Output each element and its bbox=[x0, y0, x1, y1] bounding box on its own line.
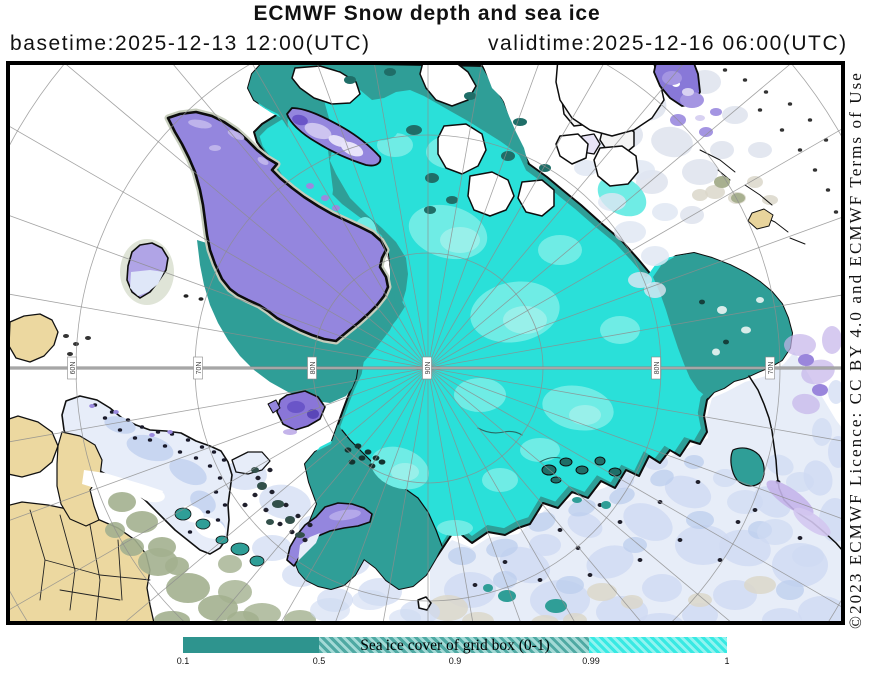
svg-text:70N: 70N bbox=[768, 362, 775, 375]
svg-text:60N: 60N bbox=[70, 362, 77, 375]
svg-text:90N: 90N bbox=[425, 362, 432, 375]
svg-text:80N: 80N bbox=[310, 362, 317, 375]
svg-text:70N: 70N bbox=[196, 362, 203, 375]
svg-text:80N: 80N bbox=[654, 362, 661, 375]
